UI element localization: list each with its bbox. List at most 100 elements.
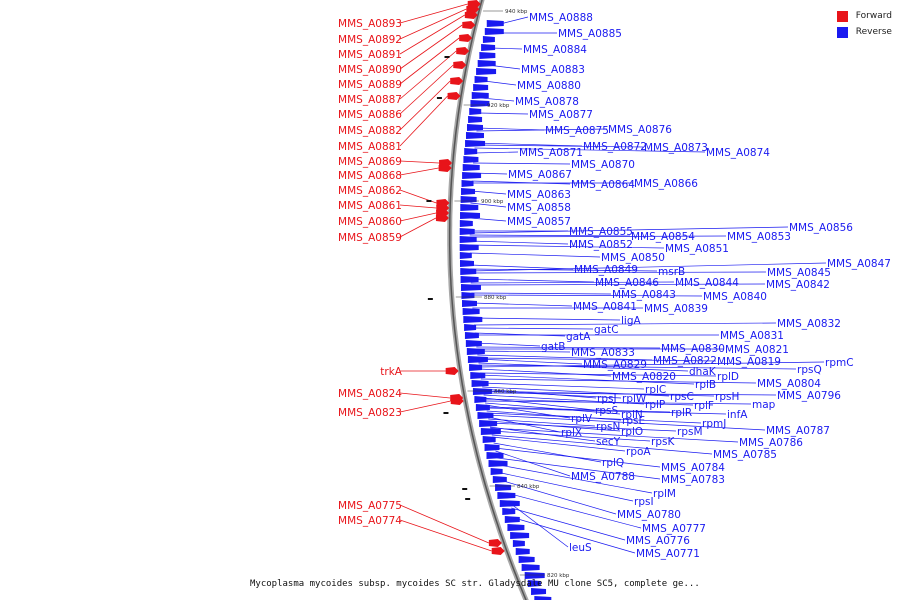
reverse-gene-arrow (482, 36, 495, 43)
reverse-gene-label: MMS_A0796 (777, 390, 841, 402)
reverse-gene-label: MMS_A0876 (608, 124, 672, 136)
forward-leader-line (399, 217, 437, 238)
reverse-swatch (836, 26, 848, 38)
tick-label: 940 kbp (505, 9, 528, 15)
reverse-gene-label: MMS_A0820 (612, 371, 676, 383)
reverse-gene-arrow (521, 564, 540, 571)
reverse-leader-line (491, 434, 713, 455)
reverse-leader-line (477, 358, 583, 365)
reverse-gene-arrow (504, 516, 520, 523)
forward-leader-line (399, 160, 440, 164)
feature-mark (465, 498, 471, 500)
reverse-gene-label: msrB (658, 266, 685, 278)
reverse-leader-line (474, 327, 594, 330)
reverse-leader-line (476, 346, 661, 349)
reverse-gene-label: MMS_A0874 (706, 147, 770, 159)
reverse-gene-label: rpsE (622, 415, 645, 427)
reverse-gene-label: MMS_A0845 (767, 267, 831, 279)
reverse-gene-arrow (477, 60, 496, 67)
reverse-gene-label: MMS_A0821 (725, 344, 789, 356)
reverse-gene-arrow (461, 188, 476, 195)
reverse-gene-label: MMS_A0840 (703, 291, 767, 303)
reverse-gene-arrow (484, 28, 504, 35)
reverse-leader-line (470, 268, 658, 272)
reverse-leader-line (484, 80, 517, 86)
reverse-gene-arrow (486, 20, 504, 27)
reverse-leader-line (470, 262, 827, 272)
reverse-leader-line (490, 427, 739, 443)
reverse-gene-label: MMS_A0855 (569, 226, 633, 238)
reverse-gene-arrow (460, 196, 477, 203)
reverse-gene-arrow (465, 132, 484, 139)
reverse-gene-label: rpsN (596, 421, 620, 433)
reverse-leader-line (478, 362, 689, 372)
reverse-gene-arrow (462, 164, 480, 171)
tick-label: 920 kbp (487, 103, 510, 109)
reverse-leader-line (476, 127, 545, 131)
reverse-gene-label: MMS_A0875 (545, 125, 609, 137)
reverse-gene-arrow (465, 340, 482, 347)
reverse-leader-line (470, 202, 507, 208)
tick-label: 820 kbp (547, 573, 570, 579)
forward-gene-arrow (450, 397, 464, 405)
reverse-gene-label: gatC (594, 324, 619, 336)
reverse-leader-line (485, 406, 671, 413)
forward-leader-line (399, 212, 437, 222)
reverse-gene-label: rpsS (595, 405, 618, 417)
reverse-leader-line (470, 278, 595, 283)
forward-gene-label: MMS_A0823 (338, 407, 402, 419)
reverse-leader-line (479, 361, 825, 368)
reverse-gene-label: MMS_A0841 (573, 301, 637, 313)
reverse-gene-label: rpoA (626, 446, 651, 458)
forward-gene-label: MMS_A0862 (338, 185, 402, 197)
reverse-gene-label: MMS_A0878 (515, 96, 579, 108)
reverse-leader-line (469, 217, 507, 222)
reverse-gene-label: MMS_A0877 (529, 109, 593, 121)
reverse-leader-line (492, 436, 626, 452)
forward-leader-line (399, 204, 437, 209)
reverse-gene-arrow (482, 436, 496, 443)
forward-gene-label: MMS_A0869 (338, 156, 402, 168)
reverse-gene-label: dhaK (689, 366, 717, 378)
reverse-gene-label: MMS_A0884 (523, 44, 587, 56)
forward-gene-label: MMS_A0887 (338, 94, 402, 106)
reverse-leader-line (488, 418, 596, 427)
reverse-leader-line (470, 283, 766, 286)
feature-mark (443, 412, 449, 414)
reverse-gene-label: MMS_A0873 (644, 142, 708, 154)
reverse-gene-arrow (463, 156, 479, 163)
reverse-gene-label: MMS_A0880 (517, 80, 581, 92)
reverse-gene-arrow (469, 108, 482, 115)
reverse-gene-arrow (512, 540, 525, 547)
forward-gene-label: MMS_A0886 (338, 109, 402, 121)
reverse-gene-arrow (497, 492, 516, 499)
forward-gene-label: MMS_A0891 (338, 49, 402, 61)
reverse-gene-label: MMS_A0871 (519, 147, 583, 159)
reverse-gene-label: rpmC (825, 357, 854, 369)
reverse-gene-label: MMS_A0852 (569, 239, 633, 251)
reverse-gene-arrow (534, 596, 552, 603)
forward-gene-arrow (445, 367, 459, 375)
reverse-leader-line (471, 302, 573, 307)
reverse-leader-line (482, 390, 622, 399)
reverse-leader-line (479, 372, 717, 377)
reverse-gene-arrow (471, 380, 489, 387)
reverse-leader-line (473, 151, 519, 154)
reverse-gene-label: rplB (695, 379, 716, 391)
reverse-gene-arrow (473, 84, 489, 91)
forward-gene-label: trkA (380, 366, 403, 378)
reverse-gene-label: MMS_A0783 (661, 474, 725, 486)
reverse-gene-arrow (477, 412, 494, 419)
reverse-gene-label: MMS_A0830 (661, 343, 725, 355)
reverse-gene-arrow (531, 588, 547, 595)
forward-leader-line (399, 64, 454, 115)
reverse-gene-arrow (467, 356, 488, 363)
reverse-leader-line (475, 142, 583, 147)
reverse-gene-label: rpsM (677, 426, 703, 438)
reverse-gene-arrow (486, 452, 504, 459)
reverse-gene-label: MMS_A0866 (634, 178, 698, 190)
reverse-gene-arrow (510, 532, 530, 539)
reverse-gene-label: MMS_A0831 (720, 330, 784, 342)
forward-leader-line (399, 37, 460, 85)
reverse-leader-line (469, 252, 601, 258)
